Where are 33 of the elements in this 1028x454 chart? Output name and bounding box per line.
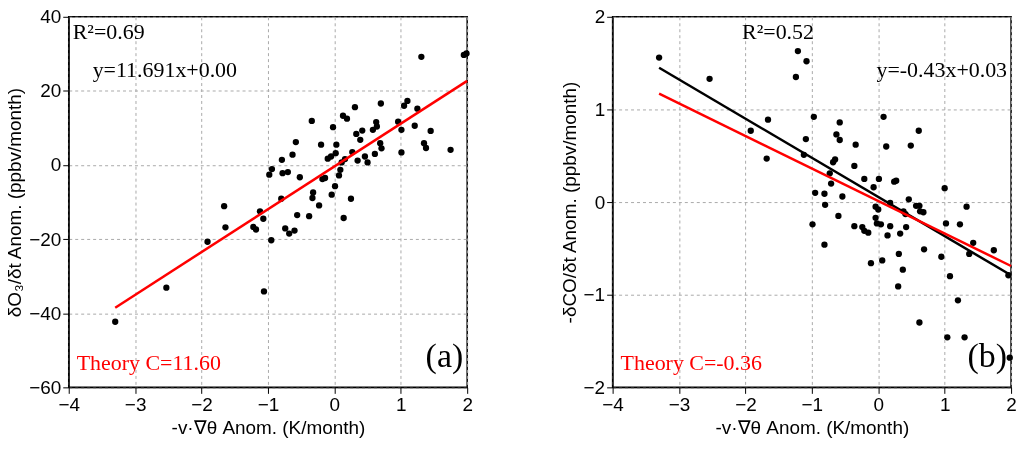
x-tick-label: 2 <box>1006 393 1017 415</box>
annotation: (a) <box>425 337 464 376</box>
y-tick-label: −40 <box>29 302 62 324</box>
x-tick-label: −1 <box>801 393 824 415</box>
y-tick-label: −1 <box>583 284 606 306</box>
x-axis-title: -v·∇θ Anom. (K/month) <box>715 416 910 438</box>
x-tick-label: −3 <box>668 393 691 415</box>
y-tick-label: 20 <box>40 80 62 102</box>
x-tick-label: 0 <box>329 393 341 415</box>
annotation: Theory C=11.60 <box>76 350 221 376</box>
annotation: y=-0.43x+0.03 <box>876 56 1008 82</box>
y-tick-label: 1 <box>594 98 606 120</box>
x-tick-label: 0 <box>873 393 885 415</box>
x-tick-label: −2 <box>735 393 757 415</box>
y-axis-title: -δCO/δt Anom. (ppbv/month) <box>558 81 580 324</box>
annotation: R²=0.52 <box>742 18 814 44</box>
y-axis-title: δO₃/δt Anom. (ppbv/month) <box>4 87 26 318</box>
x-tick-label: 2 <box>462 393 473 415</box>
x-tick-label: −2 <box>191 393 213 415</box>
x-axis-title: -v·∇θ Anom. (K/month) <box>171 416 366 438</box>
annotation: Theory C=-0.36 <box>620 350 762 376</box>
annotation: (b) <box>967 337 1008 376</box>
x-tick-label: 1 <box>939 393 951 415</box>
y-tick-label: −20 <box>29 228 62 250</box>
x-tick-label: 1 <box>396 393 407 415</box>
x-tick-label: −3 <box>124 393 147 415</box>
y-tick-label: 0 <box>594 191 606 213</box>
x-tick-label: −1 <box>257 393 280 415</box>
annotation: R²=0.69 <box>72 18 145 44</box>
y-tick-label: 40 <box>40 6 62 28</box>
y-tick-label: 0 <box>50 154 62 176</box>
annotation: y=11.691x+0.00 <box>92 56 238 82</box>
y-tick-label: 2 <box>594 6 606 28</box>
